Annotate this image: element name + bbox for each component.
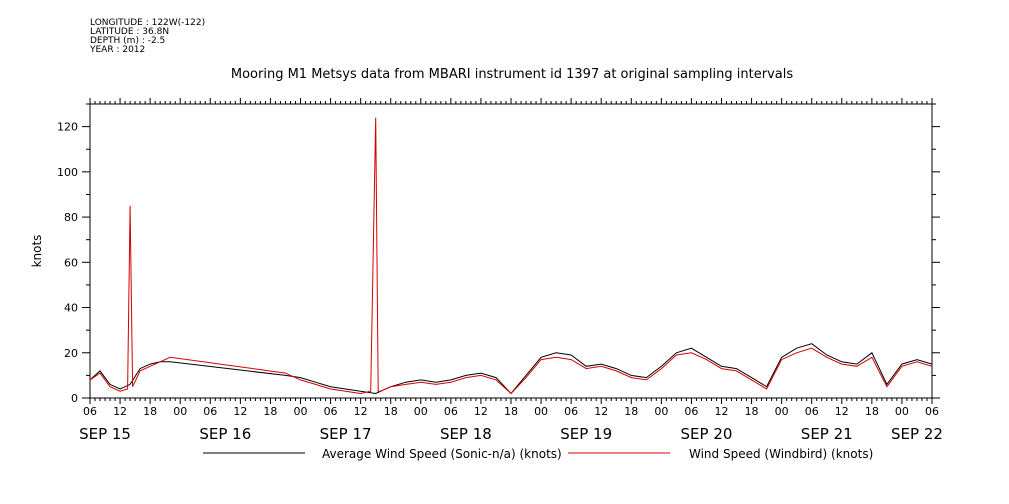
x-hour-label: 12 xyxy=(474,405,488,418)
mooring-metadata: LONGITUDE : 122W(-122) LATITUDE : 36.8N … xyxy=(90,19,205,55)
axis-ticks xyxy=(82,98,940,404)
x-day-label: SEP 22 xyxy=(891,425,943,443)
x-hour-label: 12 xyxy=(233,405,247,418)
legend-label-windbird: Wind Speed (Windbird) (knots) xyxy=(689,447,873,461)
x-hour-label: 06 xyxy=(925,405,939,418)
depth-text: DEPTH (m) : -2.5 xyxy=(90,36,166,46)
y-tick-label: 60 xyxy=(64,256,78,269)
x-hour-label: 06 xyxy=(83,405,97,418)
series-line-windbird-wind-speed xyxy=(89,117,933,395)
x-hour-label: 00 xyxy=(173,405,187,418)
y-tick-label: 100 xyxy=(57,166,78,179)
x-hour-label: 00 xyxy=(775,405,789,418)
x-hour-label: 12 xyxy=(835,405,849,418)
x-hour-label: 00 xyxy=(294,405,308,418)
x-hour-label: 18 xyxy=(624,405,638,418)
latitude-text: LATITUDE : 36.8N xyxy=(90,27,170,37)
x-day-label: SEP 21 xyxy=(801,425,853,443)
x-day-label: SEP 20 xyxy=(681,425,733,443)
x-hour-label: 00 xyxy=(895,405,909,418)
x-hour-label: 18 xyxy=(263,405,277,418)
x-hour-label: 00 xyxy=(534,405,548,418)
y-tick-label: 80 xyxy=(64,211,78,224)
x-hour-label: 00 xyxy=(654,405,668,418)
x-hour-label: 18 xyxy=(143,405,157,418)
chart-title: Mooring M1 Metsys data from MBARI instru… xyxy=(230,67,794,82)
y-tick-label: 20 xyxy=(64,347,78,360)
x-hour-label: 18 xyxy=(504,405,518,418)
x-day-label: SEP 18 xyxy=(440,425,492,443)
y-tick-label: 40 xyxy=(64,302,78,315)
x-tick-labels: 06 12 18 00 06 12 18 00 06 12 18 00 06 12 18 00 06 12 18 00… xyxy=(79,405,943,443)
x-hour-label: 12 xyxy=(594,405,608,418)
x-day-label: SEP 19 xyxy=(560,425,612,443)
x-hour-label: 06 xyxy=(324,405,338,418)
year-text: YEAR : 2012 xyxy=(90,45,146,55)
x-hour-label: 06 xyxy=(805,405,819,418)
x-day-label: SEP 16 xyxy=(199,425,251,443)
x-hour-label: 18 xyxy=(865,405,879,418)
plot-frame xyxy=(89,103,933,399)
longitude-text: LONGITUDE : 122W(-122) xyxy=(90,18,206,28)
x-day-label: SEP 15 xyxy=(79,425,131,443)
x-day-label: SEP 17 xyxy=(320,425,372,443)
series-line-average-wind-speed xyxy=(89,343,933,395)
x-hour-label: 12 xyxy=(715,405,729,418)
x-hour-label: 18 xyxy=(745,405,759,418)
y-axis-label: knots xyxy=(30,235,44,268)
x-hour-label: 18 xyxy=(384,405,398,418)
x-hour-label: 12 xyxy=(354,405,368,418)
y-tick-labels: 0 20 40 60 80 100 120 xyxy=(57,121,78,405)
legend-label-average: Average Wind Speed (Sonic-n/a) (knots) xyxy=(322,447,562,461)
y-tick-label: 0 xyxy=(71,392,78,405)
x-hour-label: 06 xyxy=(564,405,578,418)
y-tick-label: 120 xyxy=(57,121,78,134)
series-lines xyxy=(89,117,933,395)
x-hour-label: 06 xyxy=(203,405,217,418)
x-hour-label: 06 xyxy=(684,405,698,418)
x-hour-label: 12 xyxy=(113,405,127,418)
x-hour-label: 00 xyxy=(414,405,428,418)
legend: Average Wind Speed (Sonic-n/a) (knots) W… xyxy=(203,447,873,461)
x-hour-label: 06 xyxy=(444,405,458,418)
